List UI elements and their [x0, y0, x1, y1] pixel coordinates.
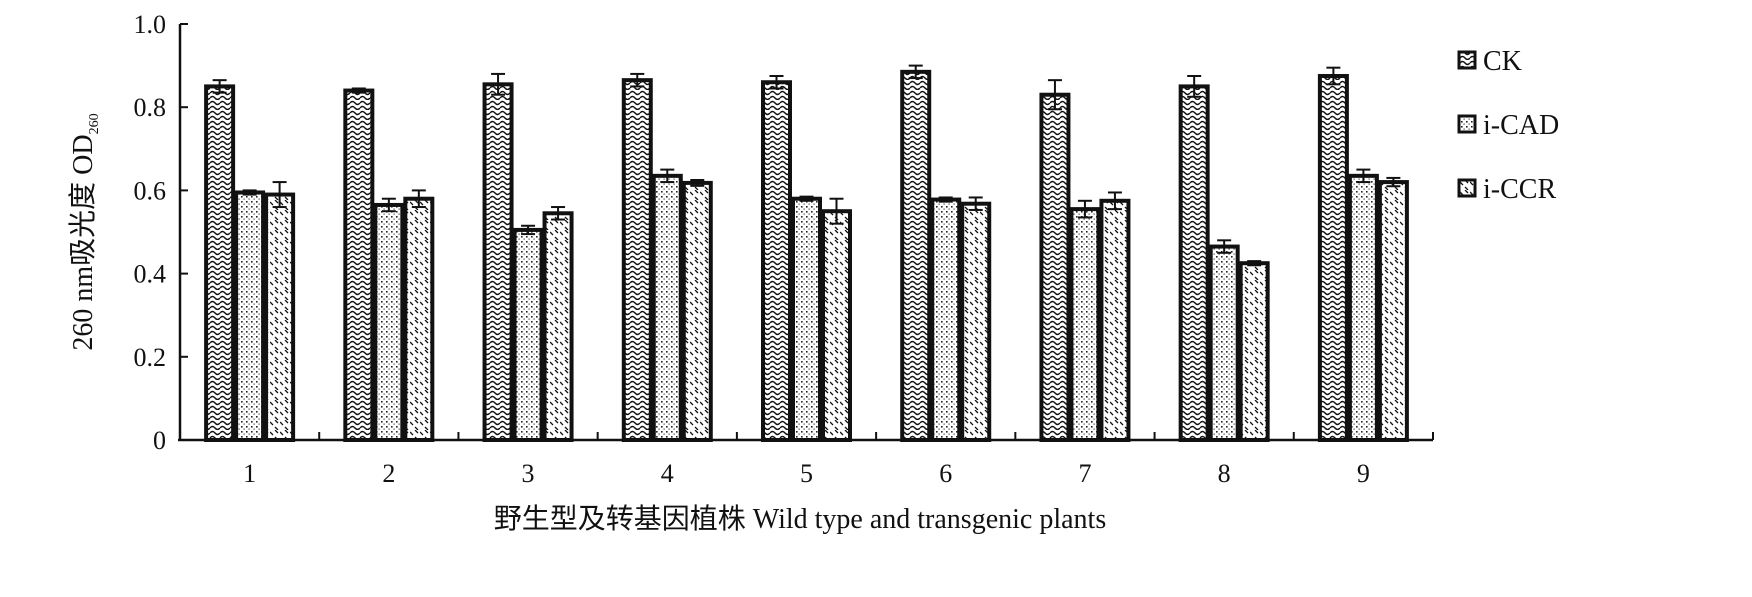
- bar-ck-9: [1317, 74, 1349, 442]
- bars-layer: [204, 69, 1409, 443]
- x-tick-label: 4: [661, 459, 674, 488]
- x-tick-label: 3: [522, 459, 535, 488]
- bar-i-cad-9: [1347, 173, 1379, 442]
- legend-label-i-cad: i-CAD: [1483, 110, 1559, 141]
- bar-i-ccr-1: [264, 192, 296, 442]
- bar-i-ccr-2: [403, 196, 435, 442]
- bar-i-ccr-3: [542, 211, 574, 442]
- y-axis-title-main: 260 nm吸光度 OD: [67, 134, 99, 350]
- y-tick-label: 0.2: [134, 343, 167, 372]
- x-axis-title: 野生型及转基因植株 Wild type and transgenic plant…: [494, 503, 1106, 535]
- bar-i-ccr-8: [1238, 261, 1270, 443]
- y-tick-label: 0.4: [134, 260, 167, 289]
- legend-swatch-ck: [1457, 50, 1477, 70]
- plot-area: 0 0.2 0.4 0.6 0.8 1.0 1 2 3 4 5 6 7 8 9: [134, 10, 1434, 488]
- legend-label-i-ccr: i-CCR: [1483, 174, 1556, 205]
- bar-i-cad-6: [930, 197, 962, 442]
- x-tick-label: 8: [1218, 459, 1231, 488]
- bar-i-cad-7: [1069, 207, 1101, 442]
- x-tick-label: 9: [1357, 459, 1370, 488]
- bar-ck-1: [204, 84, 236, 443]
- bar-i-ccr-6: [960, 201, 992, 442]
- bar-i-ccr-7: [1099, 198, 1131, 442]
- x-ticks: 1 2 3 4 5 6 7 8 9: [179, 432, 1434, 488]
- bar-i-ccr-4: [681, 180, 713, 443]
- y-tick-label: 0.6: [134, 176, 167, 205]
- x-tick-label: 2: [382, 459, 395, 488]
- x-tick-label: 7: [1078, 459, 1091, 488]
- bar-i-cad-5: [791, 196, 822, 442]
- legend-label-ck: CK: [1483, 46, 1522, 77]
- bar-ck-2: [343, 88, 375, 442]
- bar-ck-4: [621, 78, 653, 442]
- bar-i-cad-3: [512, 227, 544, 442]
- x-tick-label: 5: [800, 459, 813, 488]
- legend-swatch-i-cad: [1457, 114, 1477, 134]
- bar-i-ccr-5: [821, 209, 852, 442]
- bar-i-ccr-9: [1377, 180, 1409, 443]
- x-tick-label: 6: [939, 459, 952, 488]
- x-tick-label: 1: [243, 459, 256, 488]
- bar-ck-8: [1178, 84, 1210, 443]
- bar-ck-7: [1039, 92, 1071, 442]
- bar-ck-3: [482, 82, 514, 442]
- bar-ck-5: [761, 80, 792, 443]
- y-ticks: 0 0.2 0.4 0.6 0.8 1.0: [134, 10, 188, 455]
- bar-i-cad-2: [373, 202, 405, 442]
- bar-i-cad-1: [234, 190, 266, 442]
- y-tick-label: 1.0: [134, 10, 167, 39]
- bar-i-cad-8: [1208, 244, 1240, 442]
- y-axis-title: 260 nm吸光度 OD260: [67, 113, 102, 350]
- y-tick-label: 0.8: [134, 93, 167, 122]
- bar-ck-6: [900, 69, 932, 442]
- error-bars-layer: [212, 64, 1401, 267]
- legend: CK i-CAD i-CCR: [1457, 46, 1559, 205]
- legend-swatch-i-ccr: [1457, 178, 1477, 198]
- bar-i-cad-4: [651, 173, 683, 442]
- y-axis-title-subscript: 260: [87, 113, 102, 134]
- y-tick-label: 0: [153, 426, 166, 455]
